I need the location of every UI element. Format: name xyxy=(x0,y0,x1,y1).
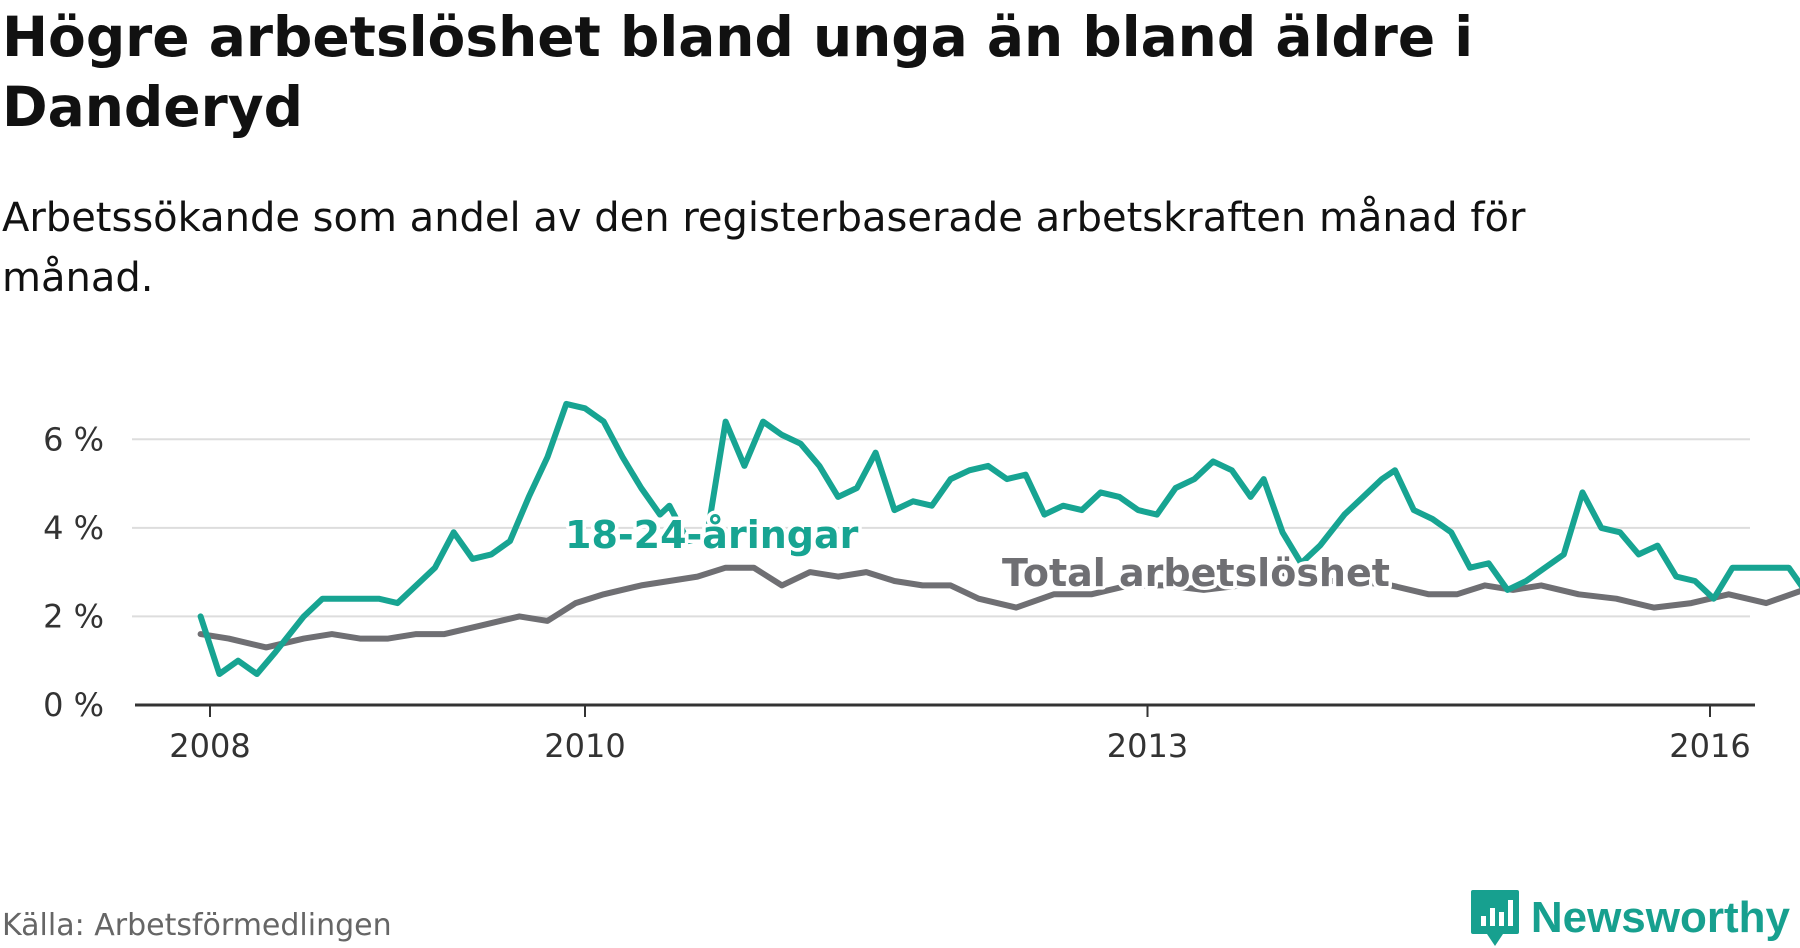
series-label-youth: 18-24-åringar xyxy=(565,513,859,557)
y-tick-label: 0 % xyxy=(43,686,104,724)
brand-logo: Newsworthy xyxy=(1469,888,1790,948)
series-label-total: Total arbetslöshet xyxy=(1002,551,1390,595)
x-tick-label: 2010 xyxy=(544,727,625,765)
y-tick-label: 6 % xyxy=(43,420,104,458)
brand-name: Newsworthy xyxy=(1530,893,1790,942)
y-tick-label: 2 % xyxy=(43,597,104,635)
x-tick-label: 2016 xyxy=(1669,727,1750,765)
y-tick-label: 4 % xyxy=(43,509,104,547)
x-tick-label: 2013 xyxy=(1107,727,1188,765)
line-chart: 0 %2 %4 %6 %2008201020132016201820212023… xyxy=(43,400,1800,765)
x-tick-label: 2008 xyxy=(169,727,250,765)
source-note: Källa: Arbetsförmedlingen xyxy=(2,908,392,943)
newsworthy-logo-icon xyxy=(1470,890,1519,946)
chart-title: Högre arbetslöshet bland unga än bland ä… xyxy=(2,5,1474,139)
series-line-youth xyxy=(197,400,1800,677)
chart-subtitle: Arbetssökande som andel av den registerb… xyxy=(2,195,1526,301)
series-line-total xyxy=(197,564,1800,651)
